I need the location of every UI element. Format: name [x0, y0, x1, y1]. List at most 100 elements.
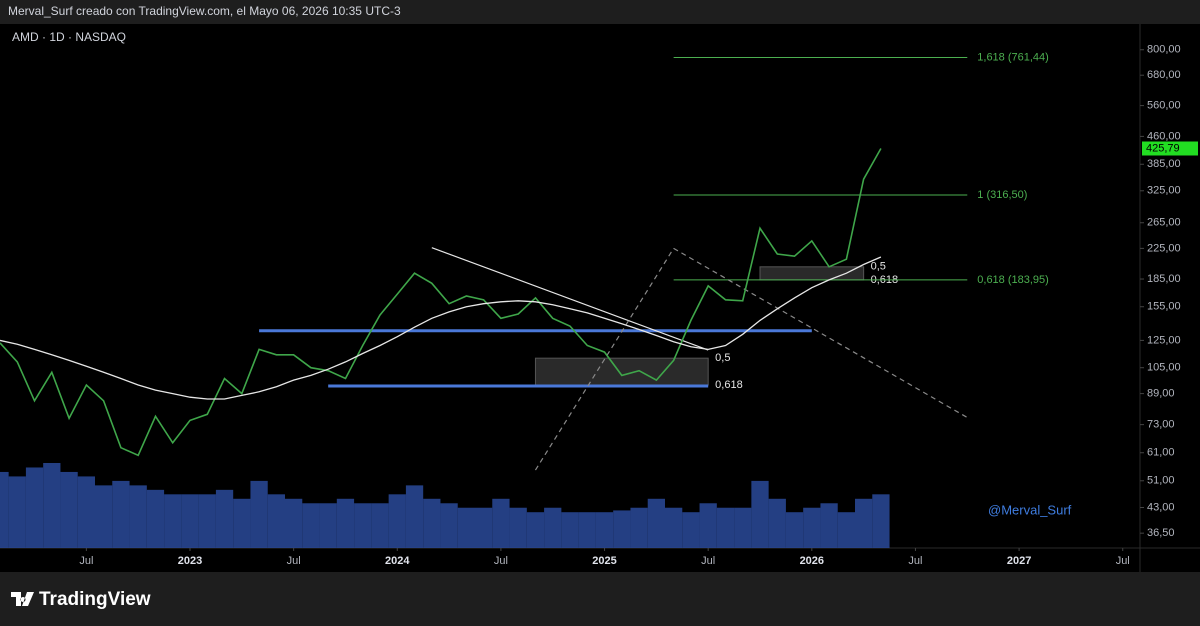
volume-bar	[319, 503, 337, 548]
watermark: @Merval_Surf	[988, 502, 1072, 517]
last-price-box	[1142, 141, 1198, 156]
volume-bar	[544, 507, 562, 548]
volume-bar	[285, 498, 303, 548]
fib-label: 1,618 (761,44)	[977, 51, 1049, 63]
volume-bar	[665, 507, 683, 548]
volume-bar	[95, 485, 113, 548]
trend-line	[534, 248, 675, 471]
x-tick-label: Jul	[701, 555, 715, 567]
volume-bar	[25, 467, 44, 548]
fib-zone	[534, 357, 709, 386]
chart-area	[0, 24, 1200, 572]
y-tick-label: 73,00	[1147, 419, 1175, 431]
volume-bar	[475, 507, 493, 548]
x-tick-label: 2027	[1007, 555, 1031, 567]
logo-icon	[11, 592, 34, 606]
trend-line	[673, 247, 968, 419]
x-tick-label: 2024	[385, 555, 410, 567]
zone-label: 0,618	[715, 379, 743, 391]
y-tick-label: 43,00	[1147, 501, 1175, 513]
volume-bar	[267, 494, 285, 548]
volume-bar	[112, 480, 130, 548]
x-tick-label: Jul	[494, 555, 508, 567]
fib-label: 0,618 (183,95)	[977, 274, 1049, 286]
brand-logo: TradingView	[11, 589, 151, 610]
volume-bar	[181, 494, 199, 548]
volume-bar	[785, 512, 804, 548]
volume-bar	[734, 507, 752, 548]
volume-bar	[0, 471, 9, 548]
volume-bar	[371, 503, 389, 548]
volume-bar	[43, 463, 61, 548]
volume-bar	[198, 494, 216, 548]
header: Merval_Surf creado con TradingView.com, …	[8, 4, 401, 18]
volume-bar	[595, 512, 614, 548]
volume-bar	[405, 485, 424, 548]
volume-bar	[388, 494, 406, 548]
y-tick-label: 51,00	[1147, 475, 1175, 487]
volume-bar	[164, 494, 182, 548]
volume-bar	[8, 476, 26, 548]
y-tick-label: 185,00	[1147, 273, 1181, 285]
volume-bar	[509, 507, 527, 548]
y-tick-label: 680,00	[1147, 69, 1181, 81]
y-tick-label: 460,00	[1147, 130, 1181, 142]
brand-name: TradingView	[39, 589, 151, 610]
y-tick-label: 89,00	[1147, 388, 1175, 400]
volume-bar	[820, 503, 838, 548]
x-tick-label: 2025	[592, 555, 616, 567]
x-tick-label: Jul	[79, 555, 93, 567]
price-line	[0, 148, 882, 457]
volume-bar	[578, 512, 596, 548]
zone-label: 0,5	[871, 261, 886, 273]
volume-bar	[751, 480, 769, 548]
volume-bar	[837, 512, 855, 548]
y-tick-label: 125,00	[1147, 334, 1181, 346]
zone-label: 0,5	[715, 352, 730, 364]
volume-bar	[60, 471, 78, 548]
y-tick-label: 61,00	[1147, 447, 1175, 459]
volume-bar	[872, 494, 890, 548]
y-tick-label: 385,00	[1147, 158, 1181, 170]
volume-bar	[457, 507, 475, 548]
volume-bar	[716, 507, 735, 548]
x-tick-label: 2026	[800, 555, 824, 567]
volume-bar	[682, 512, 700, 548]
volume-bar	[492, 498, 510, 548]
x-tick-label: Jul	[287, 555, 301, 567]
y-tick-label: 560,00	[1147, 100, 1181, 112]
volume-bar	[613, 510, 631, 548]
volume-bar	[77, 476, 95, 548]
y-tick-label: 265,00	[1147, 217, 1181, 229]
volume-bar	[423, 498, 441, 548]
volume-bar	[336, 498, 355, 548]
x-tick-label: 2023	[178, 555, 202, 567]
volume-bar	[647, 498, 665, 548]
volume-bar	[768, 498, 786, 548]
x-tick-label: Jul	[1116, 555, 1130, 567]
volume-bar	[561, 512, 579, 548]
y-tick-label: 36,50	[1147, 527, 1175, 539]
y-tick-label: 155,00	[1147, 301, 1181, 313]
fib-zone	[759, 266, 865, 281]
volume-bar	[354, 503, 372, 548]
chart-title: AMD · 1D · NASDAQ	[12, 30, 126, 44]
y-tick-label: 325,00	[1147, 185, 1181, 197]
fib-label: 1 (316,50)	[977, 189, 1027, 201]
volume-bar	[233, 498, 251, 548]
volume-bar	[215, 489, 234, 548]
volume-bar	[803, 507, 821, 548]
volume-bar	[630, 507, 648, 548]
volume-bar	[146, 489, 165, 548]
volume-bar	[440, 503, 458, 548]
volume-bar	[526, 512, 545, 548]
y-tick-label: 800,00	[1147, 44, 1181, 56]
last-price-label: 425,79	[1146, 142, 1180, 154]
x-tick-label: Jul	[908, 555, 922, 567]
trend-line	[431, 247, 709, 351]
y-tick-label: 225,00	[1147, 242, 1181, 254]
moving-average	[0, 256, 882, 400]
volume-bar	[855, 498, 873, 548]
